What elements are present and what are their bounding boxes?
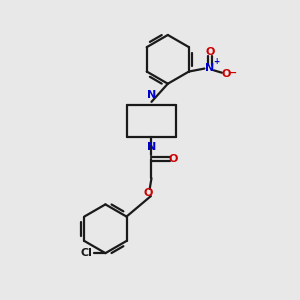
Text: O: O <box>221 69 231 79</box>
Text: O: O <box>168 154 178 164</box>
Text: +: + <box>213 57 219 66</box>
Text: N: N <box>147 90 156 100</box>
Text: O: O <box>205 47 214 57</box>
Text: N: N <box>147 142 156 152</box>
Text: −: − <box>230 68 238 77</box>
Text: O: O <box>143 188 153 198</box>
Text: Cl: Cl <box>80 248 92 258</box>
Text: N: N <box>205 63 214 73</box>
